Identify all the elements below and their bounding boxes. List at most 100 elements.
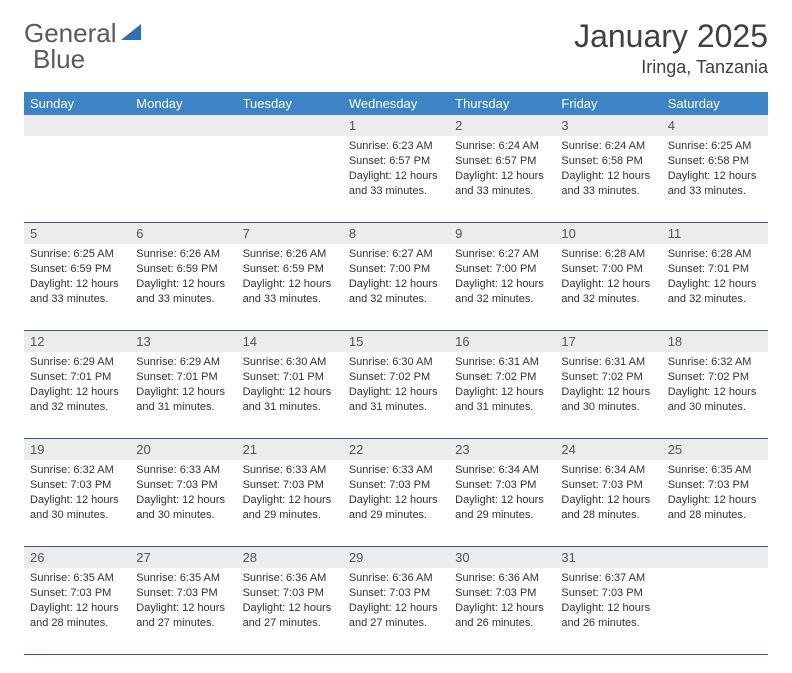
day-body-cell: Sunrise: 6:24 AMSunset: 6:57 PMDaylight:… bbox=[449, 136, 555, 223]
day-body-cell: Sunrise: 6:36 AMSunset: 7:03 PMDaylight:… bbox=[449, 568, 555, 655]
day-body-cell bbox=[237, 136, 343, 223]
day-number-cell: 23 bbox=[449, 439, 555, 461]
day-body-cell: Sunrise: 6:24 AMSunset: 6:58 PMDaylight:… bbox=[555, 136, 661, 223]
day-number-cell: 7 bbox=[237, 223, 343, 245]
daylight-line: Daylight: 12 hours and 33 minutes. bbox=[136, 277, 230, 307]
sunset-line: Sunset: 7:01 PM bbox=[668, 262, 762, 277]
day-number-cell: 19 bbox=[24, 439, 130, 461]
day-number-cell: 15 bbox=[343, 331, 449, 353]
weekday-header-row: Sunday Monday Tuesday Wednesday Thursday… bbox=[24, 92, 768, 115]
sunrise-line: Sunrise: 6:35 AM bbox=[30, 571, 124, 586]
day-number-cell: 16 bbox=[449, 331, 555, 353]
sunset-line: Sunset: 7:03 PM bbox=[136, 478, 230, 493]
sunrise-line: Sunrise: 6:35 AM bbox=[136, 571, 230, 586]
sunrise-line: Sunrise: 6:36 AM bbox=[349, 571, 443, 586]
sunrise-line: Sunrise: 6:34 AM bbox=[455, 463, 549, 478]
weekday-header: Saturday bbox=[662, 92, 768, 115]
sunset-line: Sunset: 7:01 PM bbox=[30, 370, 124, 385]
sunset-line: Sunset: 7:01 PM bbox=[243, 370, 337, 385]
day-number-cell: 28 bbox=[237, 547, 343, 569]
day-body-cell: Sunrise: 6:33 AMSunset: 7:03 PMDaylight:… bbox=[237, 460, 343, 547]
daylight-line: Daylight: 12 hours and 29 minutes. bbox=[455, 493, 549, 523]
day-number-row: 567891011 bbox=[24, 223, 768, 245]
sunset-line: Sunset: 7:03 PM bbox=[455, 586, 549, 601]
day-body-cell: Sunrise: 6:26 AMSunset: 6:59 PMDaylight:… bbox=[130, 244, 236, 331]
daylight-line: Daylight: 12 hours and 31 minutes. bbox=[136, 385, 230, 415]
sunset-line: Sunset: 7:03 PM bbox=[668, 478, 762, 493]
sunrise-line: Sunrise: 6:24 AM bbox=[455, 139, 549, 154]
daylight-line: Daylight: 12 hours and 28 minutes. bbox=[561, 493, 655, 523]
daylight-line: Daylight: 12 hours and 27 minutes. bbox=[136, 601, 230, 631]
day-body-cell: Sunrise: 6:35 AMSunset: 7:03 PMDaylight:… bbox=[24, 568, 130, 655]
day-body-cell bbox=[130, 136, 236, 223]
day-body-cell: Sunrise: 6:36 AMSunset: 7:03 PMDaylight:… bbox=[237, 568, 343, 655]
daylight-line: Daylight: 12 hours and 27 minutes. bbox=[243, 601, 337, 631]
day-number-row: 1234 bbox=[24, 115, 768, 136]
day-number-cell: 13 bbox=[130, 331, 236, 353]
sunrise-line: Sunrise: 6:24 AM bbox=[561, 139, 655, 154]
logo-sail-icon bbox=[119, 18, 143, 49]
sunset-line: Sunset: 7:03 PM bbox=[30, 478, 124, 493]
sunrise-line: Sunrise: 6:25 AM bbox=[668, 139, 762, 154]
day-body-cell: Sunrise: 6:29 AMSunset: 7:01 PMDaylight:… bbox=[24, 352, 130, 439]
daylight-line: Daylight: 12 hours and 33 minutes. bbox=[455, 169, 549, 199]
day-number-cell: 6 bbox=[130, 223, 236, 245]
daylight-line: Daylight: 12 hours and 33 minutes. bbox=[561, 169, 655, 199]
day-body-cell bbox=[24, 136, 130, 223]
sunset-line: Sunset: 7:02 PM bbox=[668, 370, 762, 385]
sunset-line: Sunset: 6:59 PM bbox=[30, 262, 124, 277]
daylight-line: Daylight: 12 hours and 32 minutes. bbox=[668, 277, 762, 307]
day-number-cell: 17 bbox=[555, 331, 661, 353]
sunrise-line: Sunrise: 6:33 AM bbox=[243, 463, 337, 478]
sunset-line: Sunset: 6:58 PM bbox=[561, 154, 655, 169]
sunrise-line: Sunrise: 6:28 AM bbox=[668, 247, 762, 262]
sunrise-line: Sunrise: 6:27 AM bbox=[349, 247, 443, 262]
sunrise-line: Sunrise: 6:32 AM bbox=[30, 463, 124, 478]
sunrise-line: Sunrise: 6:35 AM bbox=[668, 463, 762, 478]
day-body-cell: Sunrise: 6:32 AMSunset: 7:02 PMDaylight:… bbox=[662, 352, 768, 439]
weekday-header: Sunday bbox=[24, 92, 130, 115]
day-number-cell: 9 bbox=[449, 223, 555, 245]
day-body-cell bbox=[662, 568, 768, 655]
daylight-line: Daylight: 12 hours and 28 minutes. bbox=[30, 601, 124, 631]
daylight-line: Daylight: 12 hours and 30 minutes. bbox=[30, 493, 124, 523]
daylight-line: Daylight: 12 hours and 26 minutes. bbox=[455, 601, 549, 631]
daylight-line: Daylight: 12 hours and 28 minutes. bbox=[668, 493, 762, 523]
day-body-cell: Sunrise: 6:30 AMSunset: 7:02 PMDaylight:… bbox=[343, 352, 449, 439]
day-number-cell: 31 bbox=[555, 547, 661, 569]
location: Iringa, Tanzania bbox=[574, 57, 768, 78]
day-body-cell: Sunrise: 6:33 AMSunset: 7:03 PMDaylight:… bbox=[343, 460, 449, 547]
daylight-line: Daylight: 12 hours and 33 minutes. bbox=[349, 169, 443, 199]
sunset-line: Sunset: 6:58 PM bbox=[668, 154, 762, 169]
sunset-line: Sunset: 7:03 PM bbox=[349, 586, 443, 601]
day-number-cell: 14 bbox=[237, 331, 343, 353]
sunrise-line: Sunrise: 6:32 AM bbox=[668, 355, 762, 370]
sunrise-line: Sunrise: 6:27 AM bbox=[455, 247, 549, 262]
page-header: General January 2025 Iringa, Tanzania bbox=[24, 18, 768, 78]
sunset-line: Sunset: 7:00 PM bbox=[455, 262, 549, 277]
daylight-line: Daylight: 12 hours and 32 minutes. bbox=[561, 277, 655, 307]
logo-text-2: Blue bbox=[33, 44, 85, 75]
day-body-cell: Sunrise: 6:31 AMSunset: 7:02 PMDaylight:… bbox=[449, 352, 555, 439]
daylight-line: Daylight: 12 hours and 32 minutes. bbox=[349, 277, 443, 307]
day-number-row: 262728293031 bbox=[24, 547, 768, 569]
weekday-header: Monday bbox=[130, 92, 236, 115]
day-number-cell: 8 bbox=[343, 223, 449, 245]
daylight-line: Daylight: 12 hours and 29 minutes. bbox=[243, 493, 337, 523]
daylight-line: Daylight: 12 hours and 33 minutes. bbox=[30, 277, 124, 307]
day-body-cell: Sunrise: 6:23 AMSunset: 6:57 PMDaylight:… bbox=[343, 136, 449, 223]
sunrise-line: Sunrise: 6:29 AM bbox=[136, 355, 230, 370]
sunrise-line: Sunrise: 6:29 AM bbox=[30, 355, 124, 370]
day-number-row: 19202122232425 bbox=[24, 439, 768, 461]
sunrise-line: Sunrise: 6:33 AM bbox=[349, 463, 443, 478]
day-number-cell: 22 bbox=[343, 439, 449, 461]
day-number-cell: 12 bbox=[24, 331, 130, 353]
day-number-cell: 20 bbox=[130, 439, 236, 461]
day-number-cell: 5 bbox=[24, 223, 130, 245]
sunset-line: Sunset: 6:57 PM bbox=[455, 154, 549, 169]
sunset-line: Sunset: 7:03 PM bbox=[243, 586, 337, 601]
sunset-line: Sunset: 7:03 PM bbox=[243, 478, 337, 493]
day-body-row: Sunrise: 6:29 AMSunset: 7:01 PMDaylight:… bbox=[24, 352, 768, 439]
day-body-cell: Sunrise: 6:34 AMSunset: 7:03 PMDaylight:… bbox=[449, 460, 555, 547]
day-number-cell bbox=[237, 115, 343, 136]
